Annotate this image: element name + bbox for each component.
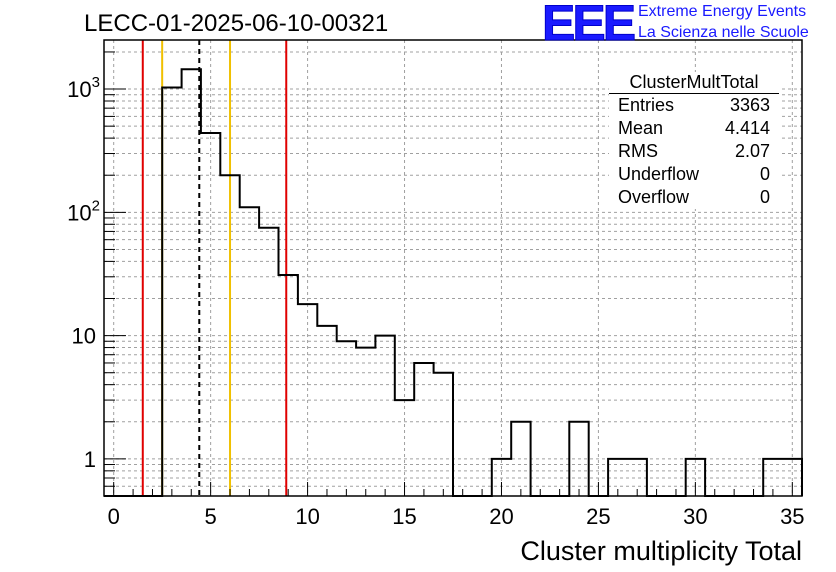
histogram-bin [182,69,201,496]
x-tick-label: 10 [295,504,319,529]
tick-labels: 0 5 10 15 20 25 30 35 1 10 102 103 [67,74,804,529]
histogram-bin [337,341,356,496]
plot-frame [103,39,803,497]
y-tick-label: 10 [72,324,96,349]
stats-row-overflow: Overflow 0 [609,186,779,209]
stats-value: 3363 [729,95,770,115]
stats-box: ClusterMultTotal Entries 3363 Mean 4.414… [609,72,779,209]
stats-value: 0 [759,187,770,207]
logo-line-2: La Scienza nelle Scuole [638,24,809,41]
histogram-bin [414,363,433,496]
stats-row-rms: RMS 2.07 [609,140,779,163]
x-tick-label: 15 [392,504,416,529]
stats-label: Mean [618,118,664,138]
x-axis-label: Cluster multiplicity Total [520,536,802,566]
y-tick-label: 103 [67,74,100,102]
stats-value: 0 [759,164,770,184]
histogram-bin [240,207,259,496]
histogram-bin [279,275,298,496]
histogram-bin [375,336,394,496]
x-tick-label: 0 [108,504,120,529]
stats-row-entries: Entries 3363 [609,94,779,117]
histogram-bin [201,133,220,496]
stats-label: Overflow [618,187,690,207]
x-tick-label: 35 [780,504,804,529]
stats-label: RMS [618,141,658,161]
chart-title: LECC-01-2025-06-10-00321 [84,10,389,37]
stats-label: Underflow [618,164,700,184]
stats-box-name: ClusterMultTotal [609,72,779,94]
stats-value: 2.07 [734,141,770,161]
y-tick-label: 102 [67,197,100,225]
histogram-bin [162,87,181,496]
stats-row-underflow: Underflow 0 [609,163,779,186]
x-tick-label: 30 [683,504,707,529]
x-tick-label: 5 [205,504,217,529]
logo-line-1: Extreme Energy Events [638,3,807,20]
x-tick-label: 20 [489,504,513,529]
x-tick-label: 25 [586,504,610,529]
eee-logo: EEE [541,0,636,51]
stats-label: Entries [618,95,675,115]
axis-ticks [104,51,793,497]
stats-value: 4.414 [724,118,770,138]
histogram-bin [259,228,278,496]
y-tick-label: 1 [84,447,96,472]
stats-row-mean: Mean 4.414 [609,117,779,140]
